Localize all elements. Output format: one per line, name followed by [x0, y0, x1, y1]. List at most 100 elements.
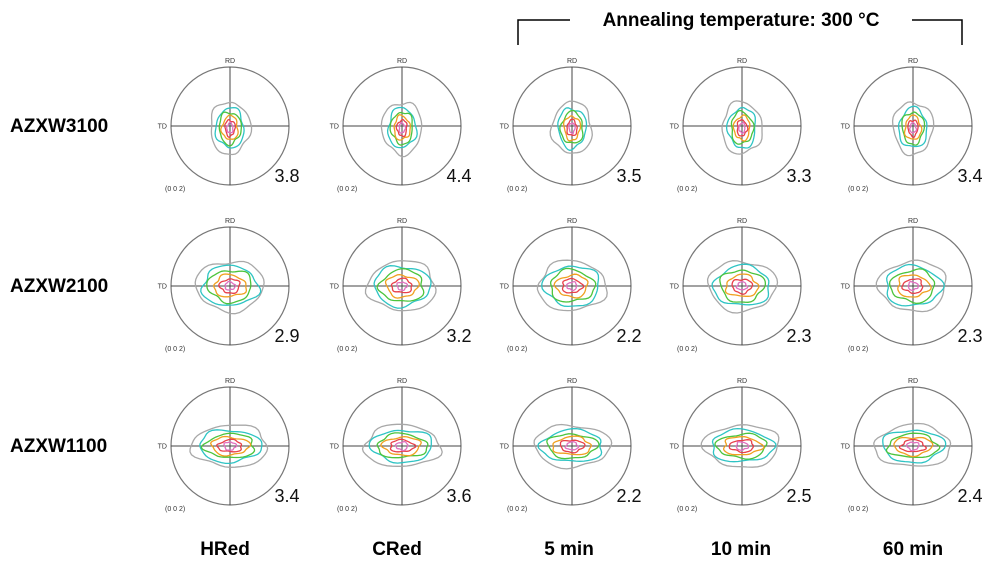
header-bracket	[517, 19, 963, 45]
td-label: TD	[330, 444, 339, 451]
td-label: TD	[500, 124, 509, 131]
max-intensity-value: 2.3	[786, 326, 811, 346]
contour-level	[735, 280, 749, 291]
max-intensity-value: 2.9	[274, 326, 299, 346]
contour-level	[888, 268, 936, 305]
plane-label: (0 0 2)	[337, 346, 357, 353]
contour-level	[395, 118, 408, 138]
contour-level	[873, 422, 952, 467]
contour-level	[384, 273, 420, 299]
contour-lines	[873, 422, 952, 467]
contour-level	[213, 273, 248, 298]
td-label: TD	[500, 444, 509, 451]
pole-figure: RD TD (0 0 2) 3.5	[500, 58, 642, 193]
contour-level	[886, 263, 945, 307]
plane-label: (0 0 2)	[337, 186, 357, 193]
td-label: TD	[330, 284, 339, 291]
contour-level	[226, 121, 234, 134]
pole-figure: RD TD (0 0 2) 3.4	[841, 58, 983, 193]
plane-label: (0 0 2)	[507, 186, 527, 193]
max-intensity-value: 2.2	[616, 486, 641, 506]
rd-label: RD	[397, 58, 407, 65]
plane-label: (0 0 2)	[165, 506, 185, 513]
max-intensity-value: 2.2	[616, 326, 641, 346]
contour-level	[882, 429, 947, 464]
pole-figure: RD TD (0 0 2) 3.4	[158, 378, 300, 513]
contour-lines	[721, 100, 763, 155]
contour-level	[537, 427, 603, 462]
contour-level	[903, 114, 923, 140]
rd-label: RD	[737, 58, 747, 65]
plane-label: (0 0 2)	[507, 506, 527, 513]
contour-level	[368, 429, 432, 464]
rd-label: RD	[397, 218, 407, 225]
max-intensity-value: 3.2	[446, 326, 471, 346]
td-label: TD	[670, 444, 679, 451]
contour-level	[721, 100, 763, 155]
contour-level	[224, 118, 237, 138]
td-label: TD	[841, 444, 850, 451]
contour-level	[885, 432, 941, 459]
contour-level	[725, 106, 756, 149]
contour-level	[541, 265, 600, 308]
rd-label: RD	[908, 58, 918, 65]
contour-level	[568, 122, 576, 135]
contour-level	[559, 439, 586, 454]
contour-level	[557, 107, 588, 152]
contour-level	[901, 278, 924, 295]
contour-level	[393, 114, 412, 141]
max-intensity-value: 3.4	[274, 486, 299, 506]
contour-level	[361, 423, 443, 467]
pole-figure: RD TD (0 0 2) 3.3	[670, 58, 812, 193]
pole-figure: RD TD (0 0 2) 2.2	[500, 378, 642, 513]
contour-lines	[194, 260, 265, 315]
rd-label: RD	[225, 58, 235, 65]
contour-level	[389, 438, 417, 453]
contour-level	[390, 277, 413, 294]
contour-lines	[189, 424, 269, 468]
contour-level	[732, 114, 751, 142]
contour-level	[552, 435, 592, 456]
td-label: TD	[670, 284, 679, 291]
contour-level	[735, 441, 750, 451]
contour-level	[893, 436, 934, 458]
rd-label: RD	[397, 378, 407, 385]
contour-level	[200, 432, 256, 459]
contour-level	[728, 439, 755, 454]
contour-level	[731, 278, 754, 295]
row-label-azxw3100: AZXW3100	[10, 116, 108, 137]
annealing-header: Annealing temperature: 300 °C	[517, 10, 963, 45]
rd-label: RD	[908, 218, 918, 225]
rd-label: RD	[908, 378, 918, 385]
contour-level	[559, 109, 584, 144]
pole-figure: RD TD (0 0 2) 3.6	[330, 378, 472, 513]
contour-level	[224, 280, 237, 291]
contour-level	[719, 269, 767, 303]
contour-level	[380, 101, 423, 158]
col-label-10min: 10 min	[711, 539, 771, 560]
header-label: Annealing temperature: 300 °C	[603, 10, 880, 31]
contour-level	[898, 438, 928, 453]
contour-level	[549, 100, 593, 154]
contour-level	[561, 277, 585, 294]
contour-level	[907, 280, 919, 292]
contour-level	[875, 259, 947, 313]
rd-label: RD	[225, 378, 235, 385]
pole-figure: RD TD (0 0 2) 2.2	[500, 218, 642, 353]
max-intensity-value: 2.5	[786, 486, 811, 506]
max-intensity-value: 3.5	[616, 166, 641, 186]
contour-level	[389, 111, 413, 146]
contour-level	[891, 101, 935, 157]
plane-label: (0 0 2)	[677, 506, 697, 513]
contour-level	[376, 267, 425, 302]
pole-figure: RD TD (0 0 2) 2.5	[670, 378, 812, 513]
contour-level	[897, 274, 932, 298]
max-intensity-value: 3.8	[274, 166, 299, 186]
contour-lines	[210, 101, 253, 156]
contour-level	[200, 264, 262, 306]
contour-level	[566, 280, 578, 292]
pole-figure: RD TD (0 0 2) 2.4	[841, 378, 983, 513]
contour-level	[536, 259, 608, 312]
contour-level	[700, 424, 780, 468]
